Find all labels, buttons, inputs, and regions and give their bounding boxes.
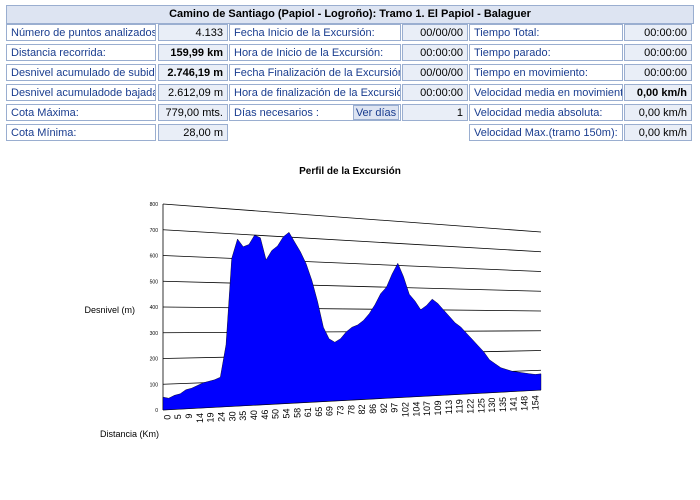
elevation-area [162,232,542,411]
x-tick-label: 141 [509,396,519,411]
stat-value: 1 [402,104,468,121]
stat-label: Distancia recorrida: [6,44,156,61]
y-tick-label: 800 [150,202,159,208]
stat-value: 00:00:00 [624,44,692,61]
x-tick-label: 130 [487,398,497,413]
x-tick-label: 65 [314,407,324,417]
stat-label: Fecha Finalización de la Excursión: [229,64,401,81]
stat-value: 00:00:00 [402,84,468,101]
x-tick-label: 24 [216,412,226,422]
stat-label: Cota Mínima: [6,124,156,141]
stat-label: Número de puntos analizados: [6,24,156,41]
stat-value: 779,00 mts. [158,104,228,121]
x-tick-label: 54 [281,408,291,418]
gridline [162,229,542,253]
chart-title: Perfil de la Excursión [299,166,401,177]
gridline [162,306,542,312]
stat-value: 28,00 m [158,124,228,141]
stat-label: Hora de Inicio de la Excursión: [229,44,401,61]
x-tick-label: 46 [260,410,270,420]
x-tick-label: 122 [465,399,475,414]
stat-label: Velocidad media en movimiento: [469,84,623,101]
y-tick-label: 500 [150,279,159,285]
stat-value: 00:00:00 [624,64,692,81]
x-axis-label: Distancia (Km) [100,429,159,439]
x-tick-label: 69 [325,406,335,416]
x-tick-label: 148 [520,396,530,411]
x-tick-label: 14 [195,413,205,423]
x-tick-label: 82 [357,404,367,414]
report-title: Camino de Santiago (Papiol - Logroño): T… [6,5,694,24]
x-tick-label: 119 [455,399,465,413]
stat-label: Hora de finalización de la Excursión: [229,84,401,101]
gridline [162,255,542,272]
x-tick-label: 58 [292,408,302,418]
stat-value: 0,00 km/h [624,104,692,121]
y-tick-label: 100 [150,382,159,388]
y-tick-label: 0 [155,408,158,414]
x-axis: 0 5 9 14 19 24 30 35 40 46 50 54 58 61 65 69 73 78 82 86 92 9… [162,395,540,423]
x-tick-label: 5 [173,414,183,419]
x-tick-label: 73 [336,406,346,416]
x-tick-label: 78 [346,405,356,415]
x-tick-label: 40 [249,410,259,420]
stat-value: 0,00 km/h [624,124,692,141]
y-tick-label: 400 [150,305,159,311]
x-tick-label: 30 [227,411,237,421]
gridline [162,280,542,292]
x-tick-label: 86 [368,404,378,414]
x-tick-label: 135 [498,397,508,412]
y-tick-label: 700 [150,228,159,234]
y-axis: 0 100 200 300 400 500 600 700 800 [150,202,159,414]
stat-label: Tiempo parado: [469,44,623,61]
y-tick-label: 600 [150,254,159,260]
stat-value: 00/00/00 [402,64,468,81]
x-tick-label: 113 [444,400,454,414]
x-tick-label: 19 [206,412,216,422]
x-tick-label: 97 [390,403,400,413]
stat-label: Cota Máxima: [6,104,156,121]
stat-label: Velocidad media absoluta: [469,104,623,121]
x-tick-label: 0 [162,415,172,420]
stat-value: 4.133 [158,24,228,41]
x-tick-label: 35 [238,411,248,421]
x-tick-label: 9 [184,414,194,419]
stat-value: 0,00 km/h [624,84,692,101]
stat-label: Desnivel acumulado de subida: [6,64,156,81]
ver-dias-button[interactable]: Ver días [353,105,399,120]
x-tick-label: 154 [530,395,540,410]
x-tick-label: 109 [433,400,443,415]
stat-value: 00:00:00 [402,44,468,61]
y-axis-label: Desnivel (m) [84,305,135,315]
stat-value: 2.612,09 m [158,84,228,101]
stat-label: Desnivel acumuladode bajada: [6,84,156,101]
x-tick-label: 125 [476,398,486,413]
gridline [162,203,542,233]
stat-label: Tiempo en movimiento: [469,64,623,81]
x-tick-label: 61 [303,407,313,417]
x-tick-label: 92 [379,403,389,413]
x-tick-label: 107 [422,401,432,416]
x-tick-label: 102 [400,402,410,417]
stat-value: 2.746,19 m [158,64,228,81]
stat-value: 00:00:00 [624,24,692,41]
stat-label: Tiempo Total: [469,24,623,41]
stat-value: 159,99 km [158,44,228,61]
x-tick-label: 104 [411,402,421,417]
stat-label: Velocidad Max.(tramo 150m): [469,124,623,141]
x-tick-label: 50 [271,409,281,419]
y-tick-label: 300 [150,331,159,337]
stat-label: Fecha Inicio de la Excursión: [229,24,401,41]
y-tick-label: 200 [150,357,159,363]
stat-value: 00/00/00 [402,24,468,41]
